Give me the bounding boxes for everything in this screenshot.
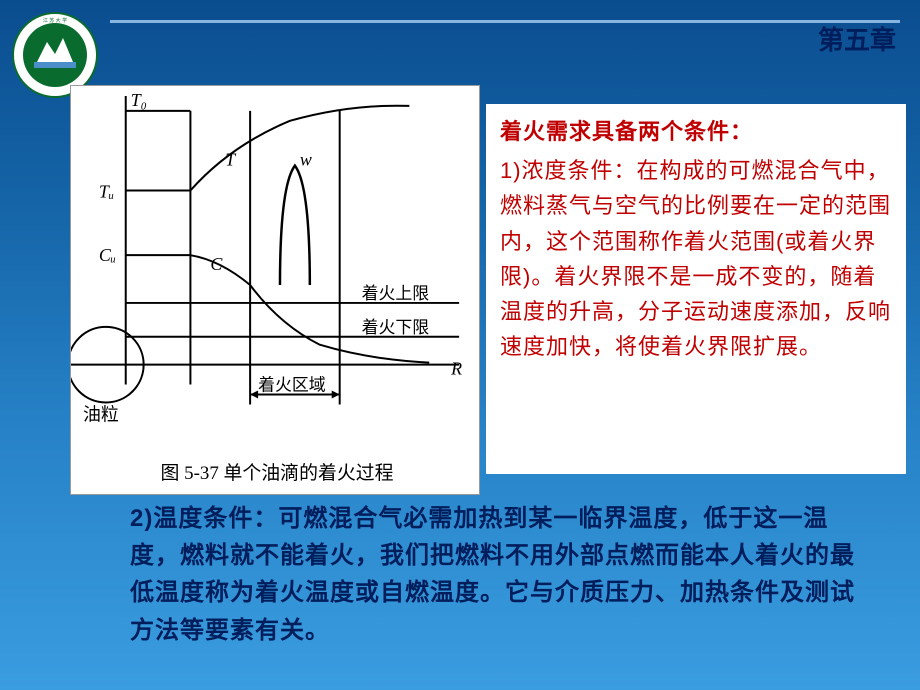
conditions-title: 着火需求具备两个条件： bbox=[500, 114, 892, 149]
conditions-text-box: 着火需求具备两个条件： 1)浓度条件：在构成的可燃混合气中，燃料蒸气与空气的比例… bbox=[486, 104, 906, 474]
diagram-caption: 图 5-37 单个油滴的着火过程 bbox=[161, 462, 394, 484]
label-upper-limit: 着火上限 bbox=[362, 284, 430, 303]
label-T: T bbox=[225, 150, 237, 170]
label-Tu: Tᵤ bbox=[99, 181, 114, 201]
condition-1-text: 1)浓度条件：在构成的可燃混合气中，燃料蒸气与空气的比例要在一定的范围内，这个范… bbox=[500, 153, 892, 364]
label-C: C bbox=[210, 254, 223, 274]
header-divider bbox=[110, 20, 900, 23]
label-oil-drop: 油粒 bbox=[83, 404, 119, 424]
diagram-figure: T₀ Tᵤ Cᵤ T C w R 着火上限 着火下限 着火区域 油粒 图 5-3… bbox=[70, 85, 480, 495]
label-lower-limit: 着火下限 bbox=[362, 318, 430, 337]
chapter-label: 第五章 bbox=[818, 20, 896, 57]
logo-text-top: 江 苏 大 学 bbox=[43, 17, 67, 24]
label-w: w bbox=[300, 150, 312, 170]
label-T0: T₀ bbox=[131, 90, 147, 110]
label-R: R bbox=[450, 359, 462, 379]
label-ignition-zone: 着火区域 bbox=[258, 376, 326, 395]
condition-2-text: 2)温度条件：可燃混合气必需加热到某一临界温度，低于这一温度，燃料就不能着火，我… bbox=[130, 500, 860, 649]
label-Cu: Cᵤ bbox=[99, 245, 116, 265]
